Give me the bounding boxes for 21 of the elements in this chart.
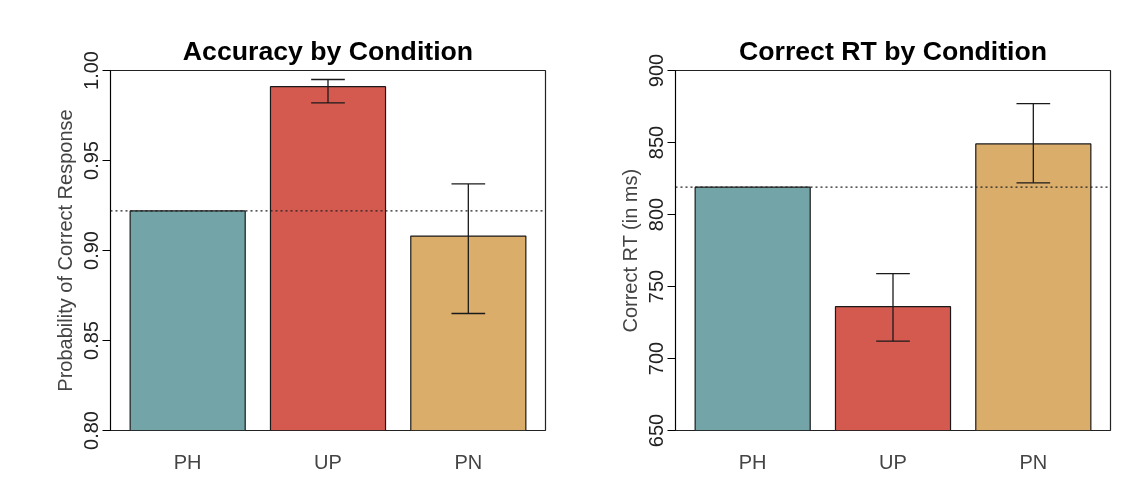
x-tick-label: PN [1019, 450, 1048, 473]
y-tick-label: 1.00 [79, 51, 102, 90]
y-tick-label: 0.90 [79, 231, 102, 270]
x-tick-label: PH [173, 450, 202, 473]
y-tick-label: 0.85 [79, 321, 102, 360]
y-tick-label: 800 [644, 197, 667, 232]
y-axis-title: Probability of Correct Response [53, 109, 76, 392]
x-tick-label: UP [314, 450, 342, 473]
y-tick-label: 900 [644, 53, 667, 88]
y-tick-label: 650 [644, 413, 667, 448]
y-tick-label: 0.95 [79, 141, 102, 180]
y-tick-label: 850 [644, 125, 667, 160]
x-tick-label: PH [738, 450, 767, 473]
x-tick-label: PN [454, 450, 483, 473]
chart-title: Accuracy by Condition [182, 35, 474, 66]
y-axis-title: Correct RT (in ms) [618, 168, 641, 333]
y-tick-label: 750 [644, 269, 667, 304]
y-tick-label: 0.80 [79, 411, 102, 450]
x-tick-label: UP [879, 450, 907, 473]
chart-title: Correct RT by Condition [738, 35, 1048, 66]
y-tick-label: 700 [644, 341, 667, 376]
